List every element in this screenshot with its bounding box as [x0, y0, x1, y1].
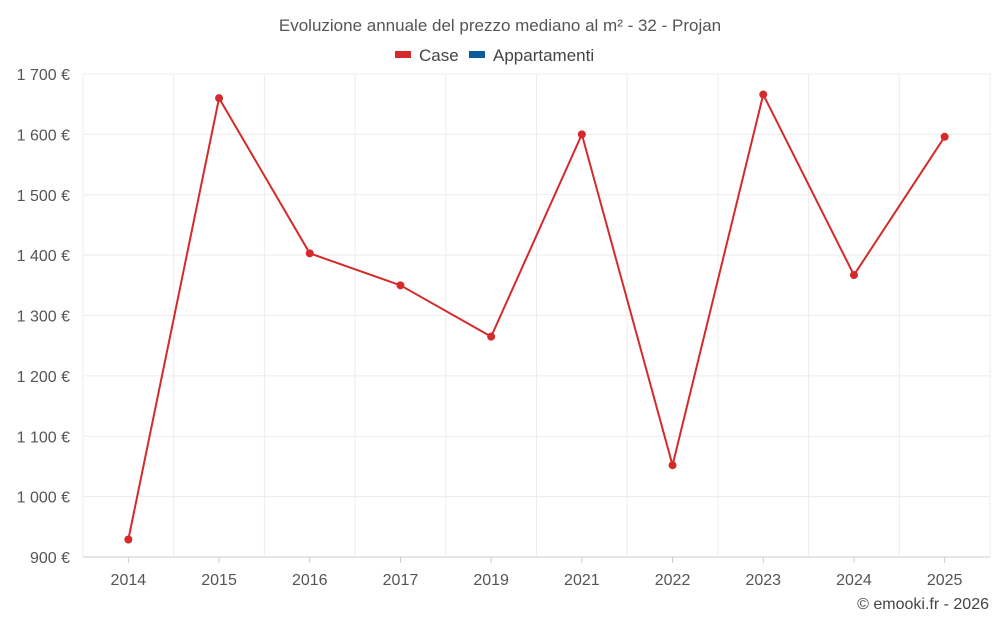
y-axis: 900 € 1 000 € 1 100 € 1 200 € 1 300 € 1 400 €… — [17, 67, 70, 567]
legend-item-case[interactable]: Case — [395, 46, 459, 65]
y-tick-label: 1 400 € — [17, 248, 70, 265]
data-point[interactable] — [940, 132, 949, 141]
y-tick-label: 1 100 € — [17, 429, 70, 446]
legend: Case Appartamenti — [395, 46, 594, 65]
x-tick-label: 2021 — [564, 572, 600, 589]
y-tick-label: 1 500 € — [17, 188, 70, 205]
x-tick-label: 2016 — [292, 572, 328, 589]
x-tick-label: 2015 — [201, 572, 237, 589]
credit-text: © emooki.fr - 2026 — [857, 596, 989, 613]
data-point[interactable] — [396, 281, 405, 290]
data-point[interactable] — [577, 130, 586, 139]
x-tick-label: 2025 — [927, 572, 963, 589]
y-tick-label: 1 700 € — [17, 67, 70, 84]
legend-swatch-appartamenti — [469, 51, 485, 58]
series-case — [124, 90, 949, 544]
legend-label-appartamenti: Appartamenti — [493, 46, 594, 65]
data-point[interactable] — [668, 461, 677, 470]
y-tick-label: 1 300 € — [17, 309, 70, 326]
series-line — [127, 93, 946, 540]
legend-swatch-case — [395, 51, 411, 58]
y-tick-label: 900 € — [30, 550, 70, 567]
legend-label-case: Case — [419, 46, 459, 65]
data-point[interactable] — [487, 332, 496, 341]
x-tick-label: 2022 — [655, 572, 691, 589]
data-point[interactable] — [305, 249, 314, 258]
data-point[interactable] — [215, 94, 224, 103]
data-point[interactable] — [849, 271, 858, 280]
chart-title: Evoluzione annuale del prezzo mediano al… — [279, 16, 721, 35]
x-tick-label: 2024 — [836, 572, 872, 589]
x-tick-label: 2019 — [473, 572, 509, 589]
x-tick-label: 2017 — [383, 572, 419, 589]
grid — [82, 73, 991, 558]
data-point[interactable] — [124, 535, 133, 544]
legend-item-appartamenti[interactable]: Appartamenti — [469, 46, 594, 65]
data-point[interactable] — [759, 90, 768, 99]
x-tick-label: 2014 — [111, 572, 147, 589]
x-tick-label: 2023 — [745, 572, 781, 589]
y-tick-label: 1 600 € — [17, 127, 70, 144]
y-tick-label: 1 200 € — [17, 369, 70, 386]
y-tick-label: 1 000 € — [17, 490, 70, 507]
x-axis: 2014 2015 2016 2017 2019 2021 2022 2023 2024 2025 — [111, 557, 963, 589]
